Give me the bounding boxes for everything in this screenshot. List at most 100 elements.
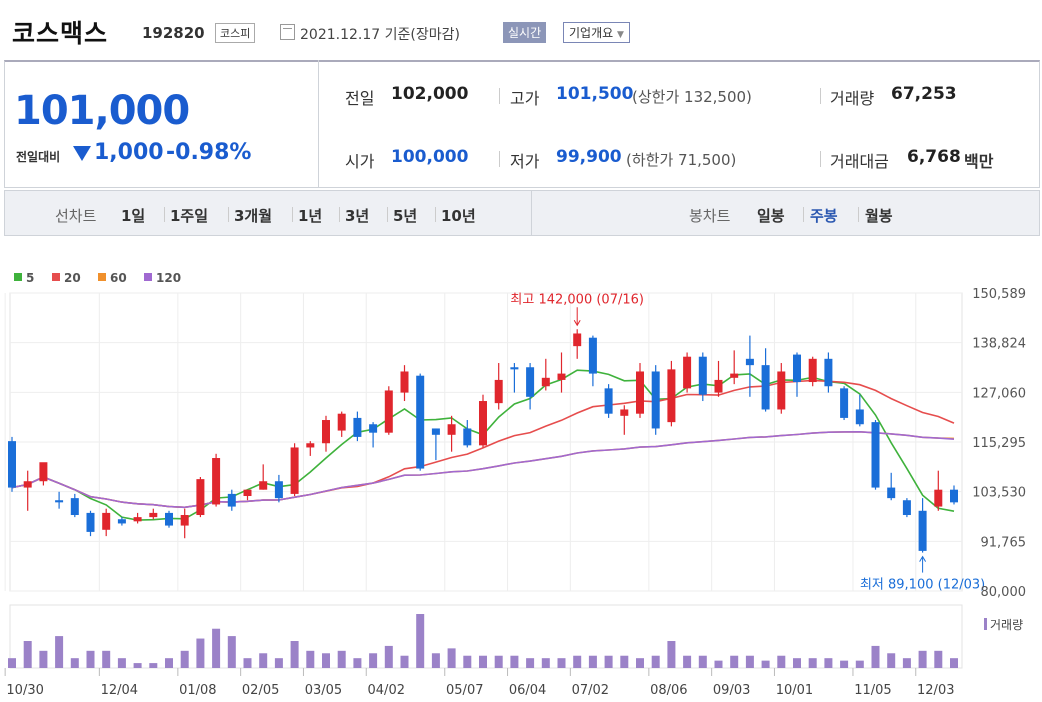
low-value: 99,900 — [556, 147, 622, 167]
divider — [499, 151, 500, 167]
volume-bar — [337, 650, 346, 668]
calendar-icon — [280, 24, 295, 40]
volume-bar — [871, 645, 880, 668]
chart-legend: 5 20 60 120 — [14, 271, 181, 285]
volume-bar — [636, 658, 644, 668]
candle-body — [541, 377, 550, 387]
volume-bar — [416, 614, 425, 668]
candle-body — [149, 512, 158, 518]
period-item[interactable]: 5년 — [393, 207, 418, 225]
volume-value: 67,253 — [891, 84, 957, 104]
candle-body — [447, 424, 456, 435]
divider — [292, 207, 293, 222]
volume-bar — [322, 653, 330, 668]
legend-label: 5 — [26, 271, 34, 285]
candle-body — [369, 424, 378, 433]
candle-chart-label: 봉차트 — [689, 207, 731, 225]
volume-bar — [808, 658, 817, 668]
volume-bar — [149, 663, 158, 668]
volume-bar — [761, 660, 770, 668]
line-chart-label: 선차트 — [55, 207, 97, 225]
divider — [820, 151, 821, 167]
y-tick-label: 150,589 — [972, 287, 1026, 302]
period-item[interactable]: 1일 — [121, 207, 146, 225]
candle-body — [557, 373, 566, 380]
volume-bar — [840, 660, 849, 668]
candle-body — [306, 443, 315, 448]
period-item[interactable]: 1주일 — [170, 207, 209, 225]
volume-bar — [683, 655, 692, 668]
divider — [803, 207, 804, 222]
candle-period-item[interactable]: 주봉 — [810, 207, 838, 225]
volume-bar — [510, 655, 519, 668]
x-tick-label: 05/07 — [446, 683, 483, 698]
volume-bar — [39, 650, 48, 668]
x-axis: 10/30 12/04 01/08 02/05 03/05 04/02 05/07 06/04… — [4, 668, 954, 698]
company-overview-dropdown[interactable]: 기업개요 ▼ — [563, 22, 630, 43]
volume-bar — [290, 641, 299, 668]
volume-bar — [667, 641, 676, 668]
volume-bar — [196, 638, 205, 668]
period-item[interactable]: 1년 — [298, 207, 323, 225]
volume-bar — [479, 655, 487, 668]
candle-body — [23, 481, 32, 488]
candle-body — [55, 500, 64, 503]
candle-body — [714, 379, 723, 393]
x-tick-label: 01/08 — [179, 683, 216, 698]
volume-bar — [855, 660, 864, 668]
candle-body — [322, 420, 330, 444]
volume-bar — [902, 658, 911, 668]
period-bar — [4, 190, 1040, 236]
period-item[interactable]: 3년 — [345, 207, 370, 225]
candle-body — [636, 371, 644, 414]
divider — [858, 207, 859, 222]
volume-bar — [824, 658, 833, 668]
y-tick-label: 138,824 — [972, 337, 1026, 352]
candle-body — [463, 428, 472, 446]
prev-close-label: 전일 — [345, 89, 375, 108]
candle-body — [918, 510, 927, 551]
legend-swatch — [144, 273, 152, 281]
divider — [531, 191, 532, 235]
candle-body — [871, 422, 880, 488]
volume-bar — [133, 663, 142, 668]
volume-bar — [887, 653, 896, 668]
volume-bar — [698, 655, 707, 668]
period-item[interactable]: 3개월 — [234, 207, 273, 225]
volume-bar — [259, 653, 268, 668]
ma-line-120 — [11, 430, 955, 509]
open-value: 100,000 — [391, 147, 469, 167]
candle-body — [855, 409, 864, 425]
candle-body — [793, 354, 801, 383]
candle-period-item[interactable]: 월봉 — [865, 207, 893, 225]
base-date: 2021.12.17 기준(장마감) — [300, 27, 460, 43]
candle-body — [573, 333, 582, 347]
candle-body — [70, 498, 79, 516]
volume-bar — [102, 650, 111, 668]
volume-bar — [651, 655, 660, 668]
volume-bar — [384, 645, 393, 668]
candle-body — [950, 489, 958, 503]
candle-body — [667, 369, 676, 423]
chart-annotations: 최고 142,000 (07/16) 최저 89,100 (12/03) — [510, 292, 985, 592]
realtime-button[interactable]: 실시간 — [503, 22, 547, 43]
y-tick-label: 103,530 — [972, 486, 1026, 501]
stock-chart: 5 20 60 120 최고 142,000 (07/16) 최저 89,100 (12… — [4, 271, 1027, 698]
candle-body — [761, 365, 770, 410]
trade-amount-value: 6,768 — [907, 147, 961, 167]
volume-bar — [447, 648, 456, 668]
period-item[interactable]: 10년 — [441, 207, 476, 225]
volume-bar — [55, 636, 64, 668]
volume-bar — [86, 650, 95, 668]
candle-body — [384, 390, 393, 433]
candle-period-item[interactable]: 일봉 — [757, 207, 785, 225]
candle-body — [39, 462, 48, 482]
volume-bar — [431, 653, 440, 668]
volume-bar — [23, 641, 32, 668]
divider — [820, 88, 821, 104]
volume-bar — [604, 655, 613, 668]
x-tick-label: 11/05 — [854, 683, 891, 698]
candles — [8, 329, 958, 553]
y-tick-label: 91,765 — [981, 535, 1027, 550]
price-summary — [4, 60, 319, 188]
